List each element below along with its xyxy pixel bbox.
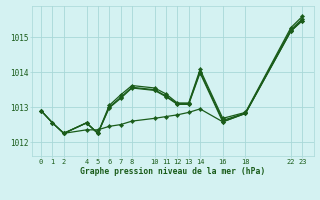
- X-axis label: Graphe pression niveau de la mer (hPa): Graphe pression niveau de la mer (hPa): [80, 167, 265, 176]
